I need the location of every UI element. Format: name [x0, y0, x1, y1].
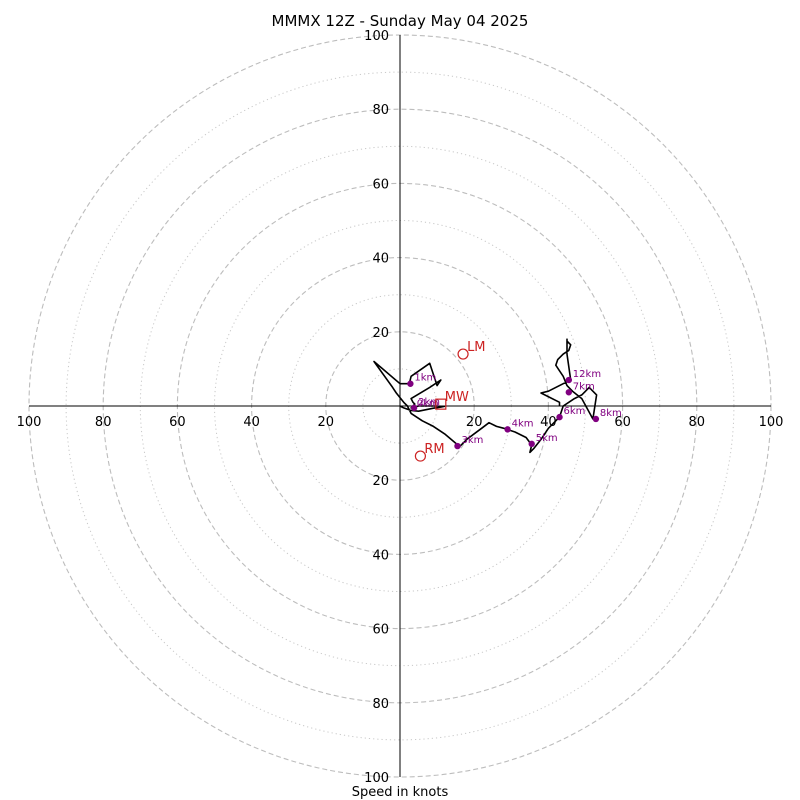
y-tick-label: 100	[364, 29, 389, 44]
height-label-0km: 0km	[417, 398, 439, 409]
x-tick-label: 100	[17, 415, 42, 430]
height-label-4km: 4km	[512, 418, 534, 429]
height-label-5km: 5km	[536, 433, 558, 444]
y-tick-label: 20	[372, 326, 389, 341]
height-label-1km: 1km	[414, 373, 436, 384]
motion-label-lm: LM	[467, 340, 485, 355]
y-tick-label: 100	[364, 771, 389, 786]
height-marker-7km	[565, 389, 573, 396]
x-tick-label: 40	[540, 415, 557, 430]
y-tick-label: 60	[372, 177, 389, 192]
height-label-6km: 6km	[564, 406, 586, 417]
height-label-2km: 2km	[418, 397, 440, 408]
height-label-3km: 3km	[462, 435, 484, 446]
x-tick-label: 80	[95, 415, 112, 430]
x-tick-label: 60	[614, 415, 631, 430]
motion-marker-lm	[457, 348, 469, 360]
x-tick-label: 20	[466, 415, 483, 430]
chart-title: MMMX 12Z - Sunday May 04 2025	[272, 12, 529, 30]
x-tick-label: 80	[689, 415, 706, 430]
y-tick-label: 80	[372, 697, 389, 712]
height-marker-4km	[504, 426, 511, 433]
y-tick-label: 80	[372, 103, 389, 118]
y-tick-label: 20	[372, 474, 389, 489]
motion-marker-rm	[414, 450, 427, 462]
motion-marker-mw	[435, 398, 447, 410]
height-marker-5km	[528, 440, 535, 448]
y-tick-label: 40	[372, 252, 389, 267]
motion-label-mw: MW	[445, 390, 469, 405]
height-marker-6km	[556, 413, 563, 421]
storm-motion-markers: LM RM MW	[414, 340, 486, 462]
height-label-8km: 8km	[600, 408, 622, 419]
x-tick-label: 20	[318, 415, 335, 430]
tick-labels: 100 80 60 40 20 20 40 60 80 100100806040202040608…	[17, 29, 784, 786]
height-marker-3km	[454, 442, 461, 450]
hodograph-line	[373, 338, 598, 454]
x-axis-label: Speed in knots	[352, 785, 449, 800]
height-marker-2km	[410, 404, 418, 412]
y-tick-label: 40	[372, 548, 389, 563]
height-label-12km: 12km	[573, 369, 601, 380]
motion-label-rm: RM	[424, 442, 444, 457]
x-tick-label: 40	[243, 415, 260, 430]
y-tick-label: 60	[372, 623, 389, 638]
height-label-7km: 7km	[573, 381, 595, 392]
height-marker-1km	[407, 380, 414, 387]
x-tick-label: 60	[169, 415, 186, 430]
x-tick-label: 100	[759, 415, 784, 430]
height-marker-12km	[565, 376, 573, 384]
height-marker-8km	[592, 415, 600, 423]
